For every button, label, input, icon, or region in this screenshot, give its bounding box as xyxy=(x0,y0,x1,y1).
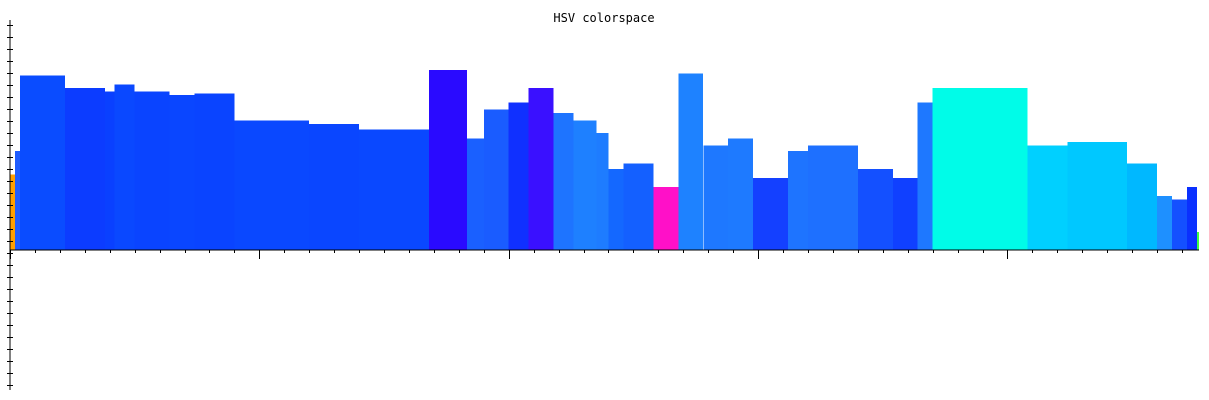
histogram-bar xyxy=(1127,163,1158,250)
histogram-bar xyxy=(1172,199,1188,250)
histogram-bar xyxy=(573,120,597,251)
histogram-bar xyxy=(892,178,918,250)
histogram-bar xyxy=(528,88,554,250)
histogram-bar xyxy=(359,129,429,250)
histogram-bars xyxy=(10,70,1199,251)
histogram-bar xyxy=(134,91,170,250)
histogram-bar xyxy=(64,88,105,250)
histogram-bar xyxy=(608,169,624,250)
histogram-bar xyxy=(1157,196,1173,250)
histogram-bar xyxy=(114,84,135,251)
histogram-bar xyxy=(483,109,509,250)
histogram-bar xyxy=(753,178,788,250)
histogram-bar xyxy=(466,138,484,250)
histogram-bar xyxy=(653,187,679,250)
histogram-bar xyxy=(596,133,609,250)
histogram-bar xyxy=(1187,187,1197,250)
histogram-bar xyxy=(1027,145,1068,250)
histogram-bar xyxy=(857,169,893,250)
histogram-bar xyxy=(932,88,1028,250)
histogram-bar xyxy=(788,151,808,250)
histogram-bar xyxy=(10,174,15,250)
histogram-bar xyxy=(623,163,654,250)
histogram-bar xyxy=(728,138,754,250)
histogram-bar xyxy=(508,102,529,251)
chart-title: HSV colorspace xyxy=(553,11,654,25)
histogram-bar xyxy=(678,73,704,250)
axis-ticks xyxy=(7,25,1183,386)
histogram-bar xyxy=(703,145,729,250)
histogram-bar xyxy=(428,70,467,250)
histogram-bar xyxy=(15,151,20,250)
histogram-bar xyxy=(1067,142,1128,250)
histogram-bar xyxy=(1197,232,1199,250)
histogram-bar xyxy=(808,145,858,250)
histogram-bar xyxy=(104,91,115,250)
histogram-bar xyxy=(917,102,933,251)
histogram-bar xyxy=(553,113,574,250)
histogram-bar xyxy=(309,124,360,250)
histogram-bar xyxy=(169,95,195,250)
histogram-bar xyxy=(20,75,65,251)
histogram-bar xyxy=(194,93,235,251)
histogram-bar xyxy=(234,120,310,251)
